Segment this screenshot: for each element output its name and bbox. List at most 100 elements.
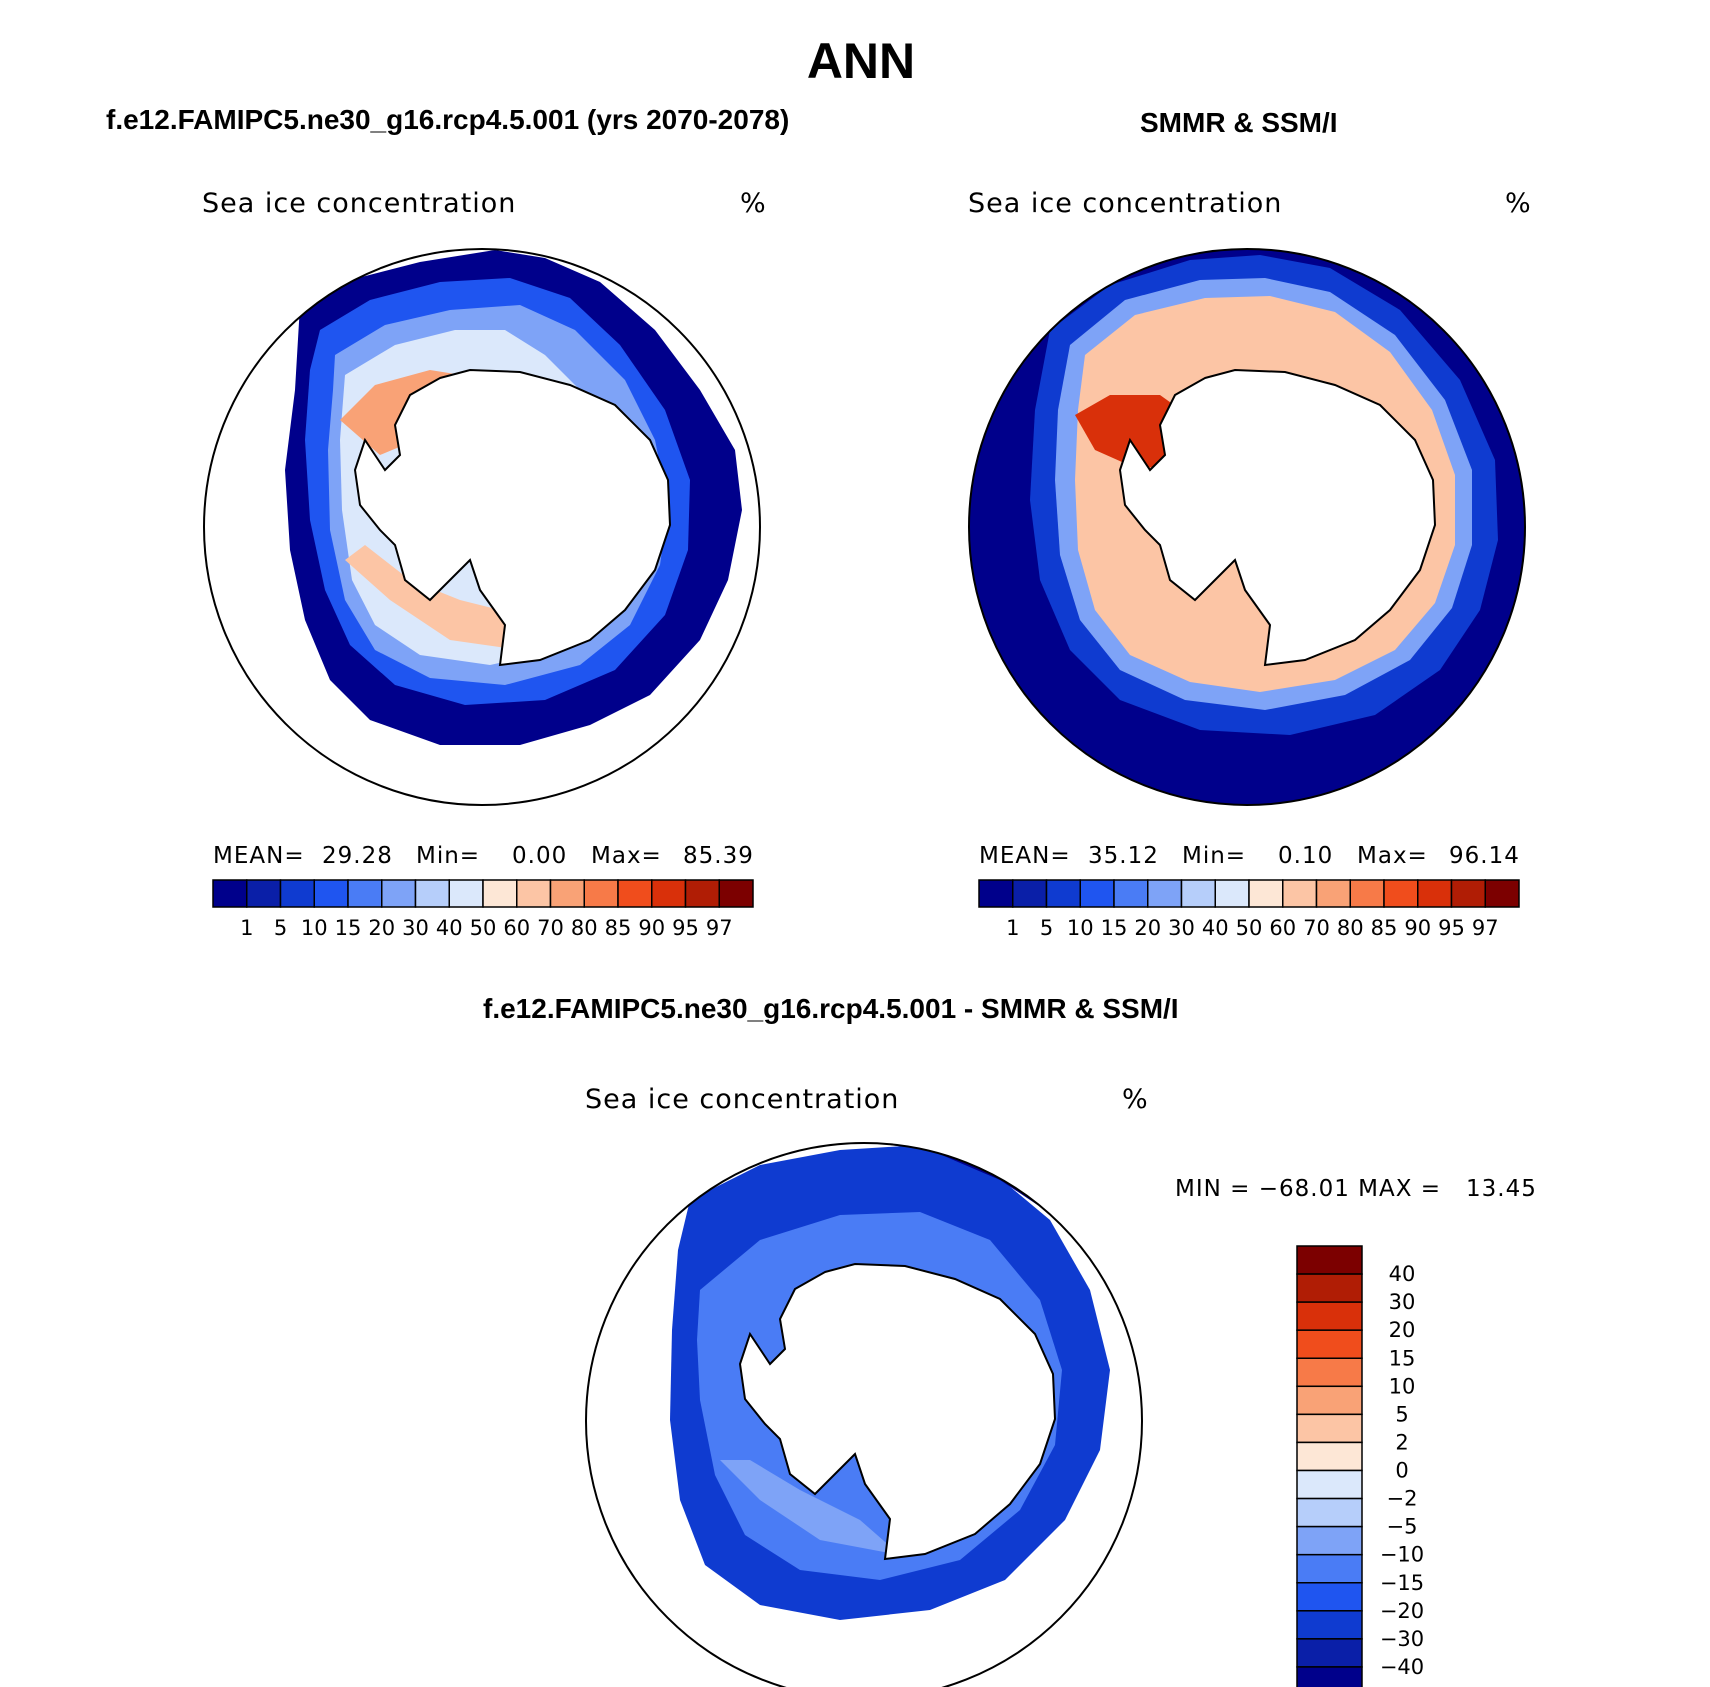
obs-colorbar-swatch — [1012, 879, 1048, 908]
obs-mean-label: MEAN= — [979, 843, 1071, 869]
model-mean-value: 29.28 — [322, 843, 393, 869]
difference-colorbar-tick-label: 5 — [1395, 1402, 1408, 1426]
obs-colorbar-tick-label: 97 — [1472, 916, 1499, 940]
model-colorbar-tick-label: 70 — [537, 916, 564, 940]
difference-colorbar-tick-label: 20 — [1389, 1318, 1416, 1342]
model-colorbar-swatch — [313, 879, 349, 908]
obs-colorbar: 1 5 10 15 20 30 40 50 60 70 80 85 90 95 97 — [978, 879, 1520, 940]
obs-colorbar-swatch — [1450, 879, 1486, 908]
obs-colorbar-swatch — [1214, 879, 1250, 908]
difference-colorbar-tick-label: 10 — [1389, 1374, 1416, 1398]
model-map — [203, 248, 761, 806]
obs-colorbar-swatch — [978, 879, 1014, 908]
model-map-boundary — [203, 248, 761, 806]
obs-colorbar-tick-label: 10 — [1067, 916, 1094, 940]
model-antarctica-land — [353, 368, 672, 667]
obs-colorbar-tick-label: 50 — [1236, 916, 1263, 940]
model-panel-heading: f.e12.FAMIPC5.ne30_g16.rcp4.5.001 (yrs 2… — [106, 104, 790, 135]
model-colorbar-tick-label: 97 — [706, 916, 733, 940]
model-colorbar-swatch — [516, 879, 552, 908]
model-colorbar-tick-label: 20 — [368, 916, 395, 940]
difference-colorbar-swatch — [1296, 1245, 1363, 1275]
difference-colorbar-swatch — [1296, 1273, 1363, 1303]
difference-colorbar-tick-label: 15 — [1389, 1346, 1416, 1370]
obs-min-value: 0.10 — [1278, 843, 1334, 869]
obs-min-label: Min= — [1182, 843, 1247, 869]
model-min-label: Min= — [416, 843, 481, 869]
obs-colorbar-tick-label: 20 — [1134, 916, 1161, 940]
model-colorbar-tick-label: 15 — [335, 916, 362, 940]
difference-colorbar-swatch — [1296, 1301, 1363, 1331]
model-colorbar-tick-label: 30 — [402, 916, 429, 940]
model-colorbar-swatch — [347, 879, 383, 908]
difference-colorbar-swatch — [1296, 1357, 1363, 1388]
obs-colorbar-swatch — [1248, 879, 1284, 908]
obs-colorbar-tick-label: 80 — [1337, 916, 1364, 940]
obs-colorbar-swatch — [1315, 879, 1351, 908]
obs-colorbar-tick-label: 30 — [1168, 916, 1195, 940]
model-colorbar-tick-label: 5 — [274, 916, 287, 940]
model-max-value: 85.39 — [683, 843, 754, 869]
figure-title: ANN — [806, 33, 916, 89]
difference-colorbar-swatch — [1296, 1385, 1363, 1416]
difference-colorbar-tick-label: −15 — [1380, 1571, 1424, 1595]
difference-colorbar-swatch — [1296, 1441, 1363, 1472]
difference-minmax: MIN = −68.01 MAX = 13.45 — [1175, 1176, 1537, 1202]
obs-units-label: % — [1505, 188, 1532, 219]
difference-colorbar-swatch — [1296, 1582, 1363, 1612]
model-colorbar-swatch — [448, 879, 484, 908]
obs-colorbar-swatch — [1147, 879, 1183, 908]
obs-colorbar-swatch — [1349, 879, 1385, 908]
difference-panel-heading: f.e12.FAMIPC5.ne30_g16.rcp4.5.001 - SMMR… — [483, 993, 1179, 1024]
model-colorbar-swatch — [414, 879, 450, 908]
difference-colorbar-tick-label: −10 — [1380, 1543, 1424, 1567]
difference-colorbar-tick-label: −5 — [1387, 1515, 1418, 1539]
obs-map-boundary — [968, 248, 1526, 806]
model-variable-label: Sea ice concentration — [202, 188, 517, 219]
obs-colorbar-tick-label: 95 — [1438, 916, 1465, 940]
difference-colorbar-tick-label: 2 — [1395, 1430, 1408, 1454]
model-colorbar-tick-label: 80 — [571, 916, 598, 940]
difference-colorbar-swatch — [1296, 1553, 1363, 1584]
obs-panel-heading: SMMR & SSM/I — [1140, 107, 1338, 138]
model-colorbar-tick-label: 95 — [672, 916, 699, 940]
model-colorbar-swatch — [549, 879, 585, 908]
difference-colorbar-tick-label: −20 — [1380, 1599, 1424, 1623]
obs-antarctica-land — [1118, 368, 1437, 667]
obs-map — [968, 248, 1526, 806]
obs-colorbar-swatch — [1484, 879, 1520, 908]
model-colorbar-swatch — [651, 879, 687, 908]
model-colorbar-swatch — [246, 879, 282, 908]
obs-max-value: 96.14 — [1449, 843, 1520, 869]
model-units-label: % — [740, 188, 767, 219]
model-colorbar-swatch — [718, 879, 754, 908]
difference-colorbar-swatch — [1296, 1525, 1363, 1556]
model-max-label: Max= — [591, 843, 662, 869]
obs-colorbar-swatch — [1180, 879, 1216, 908]
model-min-value: 0.00 — [512, 843, 568, 869]
difference-colorbar-swatch — [1296, 1610, 1363, 1640]
obs-colorbar-swatch — [1045, 879, 1081, 908]
difference-units-label: % — [1122, 1084, 1149, 1115]
obs-colorbar-tick-label: 5 — [1040, 916, 1053, 940]
model-colorbar-tick-label: 90 — [638, 916, 665, 940]
difference-colorbar-tick-label: 30 — [1389, 1290, 1416, 1314]
obs-colorbar-tick-label: 85 — [1371, 916, 1398, 940]
obs-colorbar-tick-label: 1 — [1006, 916, 1019, 940]
model-colorbar-tick-label: 85 — [605, 916, 632, 940]
model-colorbar-tick-label: 60 — [503, 916, 530, 940]
difference-colorbar-swatch — [1296, 1497, 1363, 1528]
difference-colorbar-tick-label: 0 — [1395, 1459, 1408, 1483]
difference-band-minus5 — [720, 1460, 900, 1555]
obs-colorbar-swatch — [1417, 879, 1453, 908]
obs-mean-value: 35.12 — [1088, 843, 1159, 869]
difference-colorbar-tick-label: −2 — [1387, 1487, 1418, 1511]
model-mean-label: MEAN= — [213, 843, 305, 869]
model-colorbar-swatch — [617, 879, 653, 908]
obs-colorbar-swatch — [1383, 879, 1419, 908]
model-colorbar: 1 5 10 15 20 30 40 50 60 70 80 85 90 95 97 — [212, 879, 754, 940]
difference-colorbar-swatch — [1296, 1329, 1363, 1359]
difference-antarctica-land — [738, 1262, 1057, 1561]
model-colorbar-tick-label: 10 — [301, 916, 328, 940]
